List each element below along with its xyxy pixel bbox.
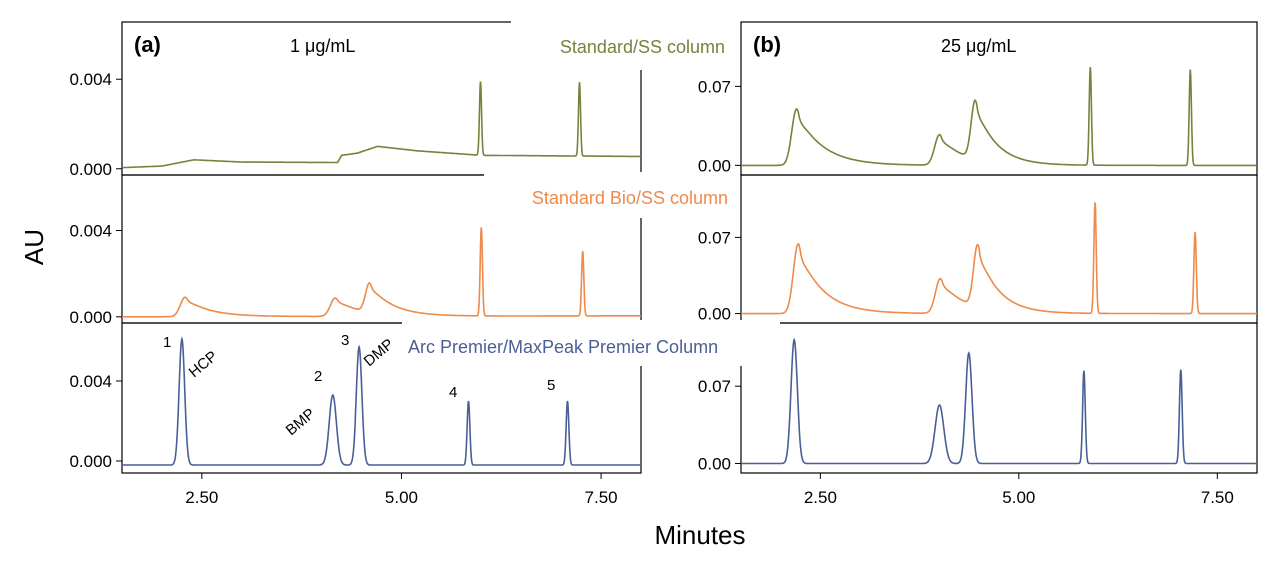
panel-a-tag: (a)	[134, 32, 161, 57]
panel-b-tag: (b)	[753, 32, 781, 57]
y-tick-label-a-row3-1: 0.004	[69, 372, 112, 391]
panel-a-frames	[121, 21, 642, 474]
panel-b-row2-frame	[740, 174, 1258, 324]
peak-1-number: 1	[163, 334, 171, 351]
y-tick-label-b-row1-1: 0.07	[698, 77, 731, 96]
peak-3-number: 3	[341, 332, 349, 349]
x-tick-label-a-2: 7.50	[585, 488, 618, 507]
y-tick-label-a-row1-0: 0.000	[69, 160, 112, 179]
trace-b-row1	[741, 66, 1257, 167]
trace-b-row3	[741, 337, 1257, 465]
column-label-standard-ss: Standard/SS column	[560, 37, 725, 57]
y-tick-label-a-row2-0: 0.000	[69, 308, 112, 327]
panel-a-concentration: 1 μg/mL	[290, 36, 355, 56]
column-label-bio-ss: Standard Bio/SS column	[532, 188, 728, 208]
peak-2-number: 2	[314, 368, 322, 385]
peak-1-name: HCP	[186, 348, 221, 381]
y-tick-label-b-row3-0: 0.00	[698, 454, 731, 473]
y-tick-label-b-row3-1: 0.07	[698, 377, 731, 396]
column-label-3-backing	[402, 320, 780, 366]
y-axis-title: AU	[19, 229, 49, 265]
trace-a-row1	[122, 81, 642, 169]
column-label-2-backing	[484, 172, 734, 218]
panel-b-concentration: 25 μg/mL	[941, 36, 1016, 56]
column-label-1-backing	[511, 20, 731, 70]
trace-b-row2	[741, 202, 1257, 315]
x-tick-label-b-0: 2.50	[804, 488, 837, 507]
peak-2-name: BMP	[283, 405, 319, 439]
panel-b-frames	[740, 21, 1258, 474]
panel-a-row3-frame	[121, 322, 642, 474]
x-tick-label-a-1: 5.00	[385, 488, 418, 507]
peak-5-number: 5	[547, 377, 555, 394]
y-tick-label-b-row1-0: 0.00	[698, 156, 731, 175]
column-label-premier: Arc Premier/MaxPeak Premier Column	[408, 337, 718, 357]
panel-b-row3-frame	[740, 322, 1258, 474]
x-tick-label-a-0: 2.50	[185, 488, 218, 507]
chromatogram-traces	[122, 66, 1257, 466]
x-axis-title: Minutes	[654, 520, 745, 550]
y-tick-label-b-row2-1: 0.07	[698, 228, 731, 247]
y-tick-label-a-row1-1: 0.004	[69, 70, 112, 89]
x-tick-label-b-1: 5.00	[1002, 488, 1035, 507]
trace-a-row3	[122, 336, 641, 466]
x-tick-label-b-2: 7.50	[1201, 488, 1234, 507]
peak-3-name: DMP	[361, 336, 397, 370]
y-tick-label-b-row2-0: 0.00	[698, 305, 731, 324]
trace-a-row2	[122, 227, 641, 318]
y-tick-label-a-row2-1: 0.004	[69, 221, 112, 240]
peak-4-number: 4	[449, 384, 457, 401]
y-tick-label-a-row3-0: 0.000	[69, 452, 112, 471]
